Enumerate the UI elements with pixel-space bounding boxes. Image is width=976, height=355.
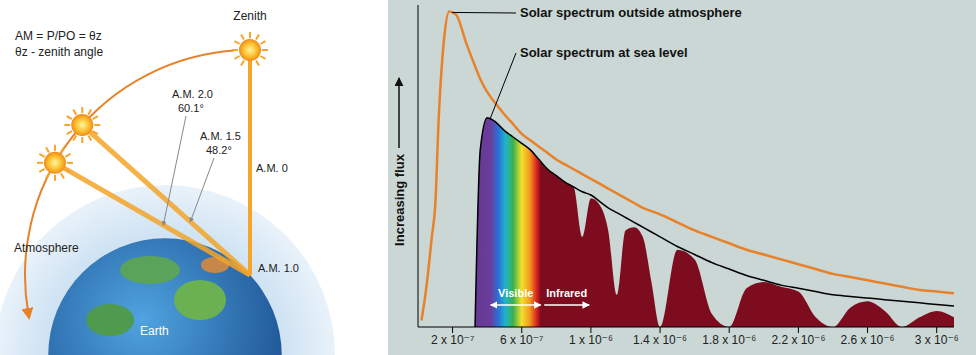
svg-text:2.2 x 10⁻⁶: 2.2 x 10⁻⁶: [771, 333, 825, 347]
svg-text:6 x 10⁻⁷: 6 x 10⁻⁷: [500, 333, 543, 347]
svg-text:Infrared: Infrared: [546, 287, 587, 299]
svg-text:1.4 x 10⁻⁶: 1.4 x 10⁻⁶: [633, 333, 687, 347]
svg-text:2 x 10⁻⁷: 2 x 10⁻⁷: [431, 333, 474, 347]
svg-text:60.1°: 60.1°: [178, 102, 204, 114]
svg-text:48.2°: 48.2°: [206, 144, 232, 156]
svg-text:1 x 10⁻⁶: 1 x 10⁻⁶: [569, 333, 613, 347]
svg-text:Earth: Earth: [140, 324, 169, 338]
svg-text:AM = P/PO = θz: AM = P/PO = θz: [15, 29, 102, 43]
svg-text:A.M. 2.0: A.M. 2.0: [172, 88, 213, 100]
svg-text:Solar spectrum outside atmosph: Solar spectrum outside atmosphere: [520, 5, 742, 20]
svg-text:A.M. 0: A.M. 0: [256, 162, 288, 174]
svg-text:A.M. 1.5: A.M. 1.5: [200, 130, 241, 142]
svg-text:Increasing flux: Increasing flux: [392, 153, 407, 246]
svg-text:1.8 x 10⁻⁶: 1.8 x 10⁻⁶: [702, 333, 756, 347]
svg-text:θz - zenith angle: θz - zenith angle: [15, 45, 103, 59]
svg-text:Atmosphere: Atmosphere: [14, 241, 79, 255]
svg-text:Visible: Visible: [498, 287, 533, 299]
svg-text:3 x 10⁻⁶: 3 x 10⁻⁶: [915, 333, 959, 347]
svg-text:Solar spectrum at sea level: Solar spectrum at sea level: [520, 45, 688, 60]
svg-text:A.M. 1.0: A.M. 1.0: [258, 262, 299, 274]
svg-text:Zenith: Zenith: [233, 9, 266, 23]
svg-text:2.6 x 10⁻⁶: 2.6 x 10⁻⁶: [841, 333, 895, 347]
